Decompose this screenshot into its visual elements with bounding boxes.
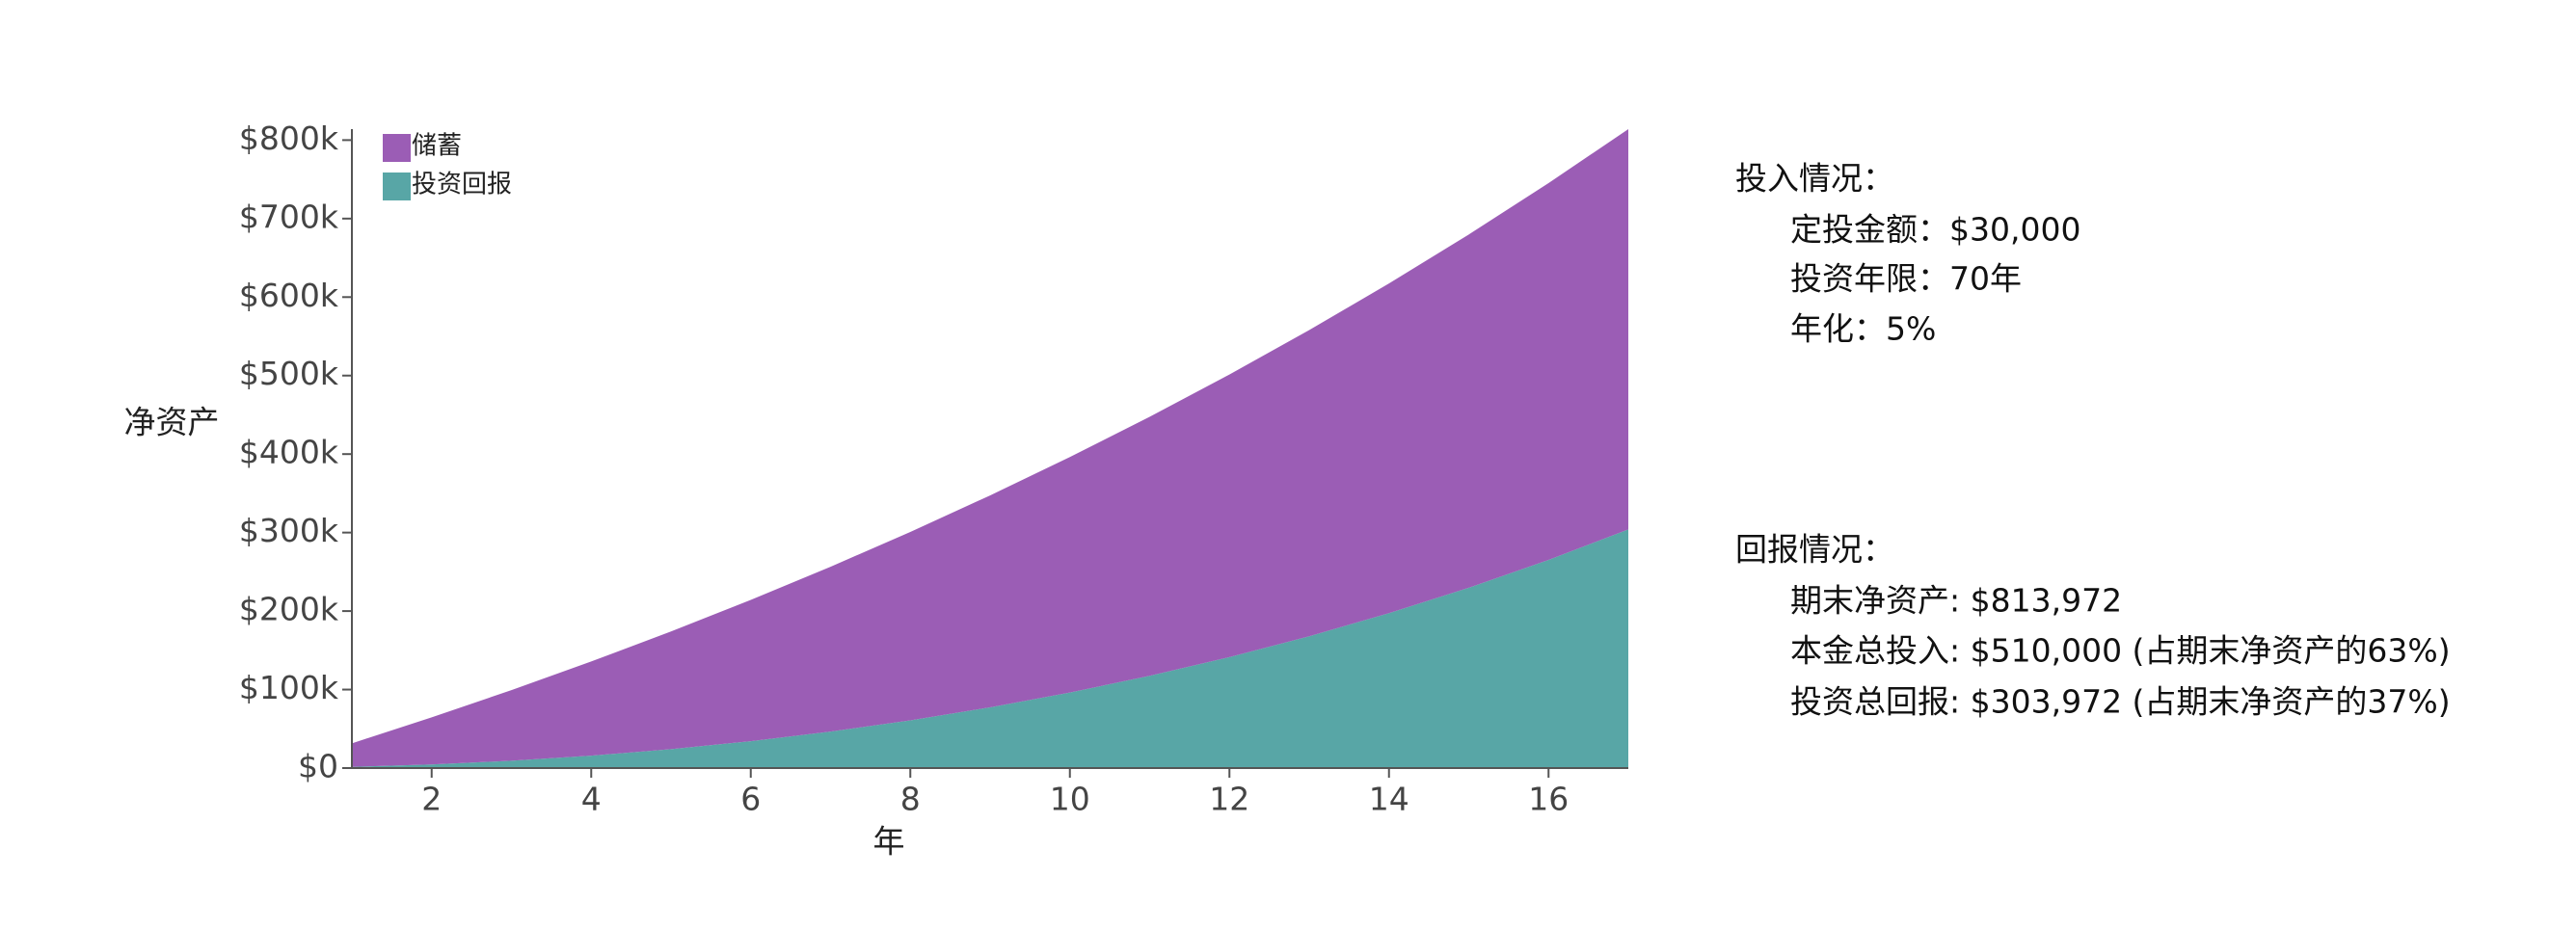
info-title: 投入情况： [1735,160,1894,198]
info-line: 期末净资产: $813,972 [1790,582,2122,620]
x-tick-label: 10 [1050,781,1090,818]
info-line: 投资年限：70年 [1790,260,2022,298]
y-axis-label: 净资产 [124,404,220,441]
info-line: 本金总投入: $510,000 (占期末净资产的63%) [1790,632,2451,670]
x-tick-label: 6 [740,781,761,818]
x-axis-label: 年 [873,823,905,861]
x-tick-label: 4 [581,781,602,818]
y-tick-label: $500k [239,355,339,392]
x-tick-label: 2 [421,781,442,818]
y-tick-label: $700k [239,198,339,235]
legend-label: 储蓄 [412,132,462,161]
legend-swatch [383,173,411,200]
area [352,529,1628,768]
info-line: 定投金额：$30,000 [1790,211,2080,249]
area [352,129,1628,767]
y-tick-label: $600k [239,277,339,314]
y-tick-label: $100k [239,669,339,706]
info-title: 回报情况： [1735,531,1894,569]
info-line: 投资总回报: $303,972 (占期末净资产的37%) [1790,683,2451,721]
info-line: 年化：5% [1790,310,1936,348]
y-tick-label: $0 [298,748,338,785]
legend-label: 投资回报 [412,171,512,199]
y-tick-label: $800k [239,119,339,157]
y-tick-label: $300k [239,512,339,549]
x-tick-label: 12 [1209,781,1249,818]
y-tick-label: $400k [239,434,339,471]
legend-swatch [383,134,411,162]
x-tick-label: 14 [1369,781,1409,818]
y-tick-label: $200k [239,591,339,628]
x-tick-label: 16 [1528,781,1569,818]
x-tick-label: 8 [900,781,921,818]
